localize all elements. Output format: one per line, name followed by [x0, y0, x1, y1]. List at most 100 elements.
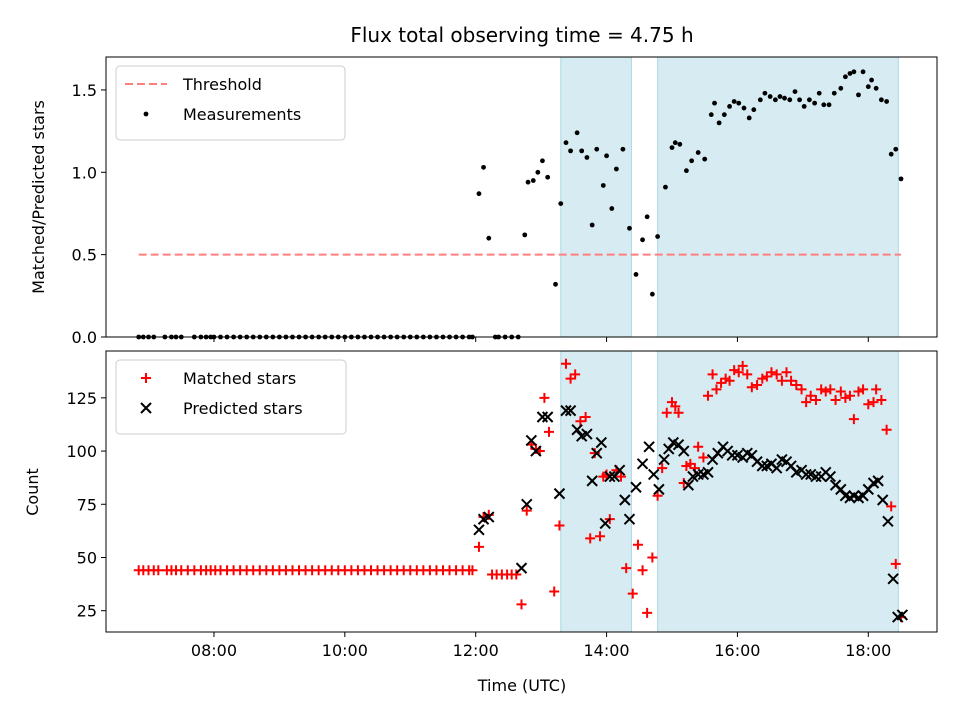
measurement-point: [663, 184, 668, 190]
matched-star-point: [737, 360, 748, 371]
predicted-star-point: [726, 449, 738, 462]
measurement-point: [727, 104, 732, 109]
legend-label: Threshold: [182, 75, 262, 94]
top-y-tick-label: 0.0: [72, 328, 97, 347]
predicted-star-point: [515, 562, 528, 574]
predicted-star-point: [800, 468, 812, 481]
measurement-point: [812, 100, 818, 106]
measurement-point: [558, 201, 564, 206]
predicted-star-point: [623, 513, 636, 525]
measurement-point: [746, 115, 752, 121]
matched-star-point: [595, 531, 606, 542]
predicted-star-point: [604, 470, 616, 483]
measurement-point: [873, 85, 879, 91]
predicted-star-point: [586, 475, 598, 487]
matched-star-point: [467, 565, 478, 576]
measurement-point: [801, 104, 807, 109]
legend-predicted-swatch: [140, 402, 152, 414]
matched-star-point: [853, 386, 864, 397]
matched-star-point: [863, 399, 874, 410]
matched-star-point: [886, 501, 897, 512]
matched-star-point: [661, 407, 672, 418]
predicted-star-point: [653, 483, 665, 496]
predicted-star-point: [770, 462, 783, 474]
matched-star-point: [871, 384, 882, 395]
measurement-point: [545, 174, 551, 180]
matched-star-point: [752, 380, 763, 391]
x-axis-label: Time (UTC): [477, 676, 566, 695]
top-shaded-interval: [560, 56, 632, 338]
measurement-point: [893, 146, 899, 152]
predicted-star-point: [553, 487, 566, 500]
matched-star-point: [830, 394, 841, 405]
measurement-point: [777, 94, 783, 99]
x-tick-label: 16:00: [714, 641, 760, 660]
measurement-point: [816, 90, 822, 96]
measurement-point: [702, 156, 708, 162]
measurement-point: [669, 145, 675, 150]
matched-star-point: [776, 375, 787, 386]
predicted-star-point: [887, 573, 899, 585]
measurement-point: [627, 225, 632, 231]
bottom-y-tick-label: 125: [66, 389, 97, 408]
measurement-point: [649, 291, 655, 297]
predicted-star-point: [663, 443, 675, 455]
matched-star-point: [876, 394, 887, 405]
measurement-point: [767, 94, 773, 99]
matched-star-point: [153, 565, 164, 576]
measurement-point: [689, 158, 695, 164]
measurement-point: [708, 112, 714, 118]
matched-star-point: [539, 392, 550, 403]
matched-star-point: [786, 375, 797, 386]
matched-star-point: [632, 539, 643, 550]
matched-star-point: [642, 607, 653, 618]
predicted-star-point: [536, 411, 549, 423]
matched-star-point: [516, 599, 527, 610]
matched-star-point: [693, 441, 704, 452]
bottom-y-tick-label: 50: [77, 548, 97, 567]
measurement-point: [568, 148, 573, 154]
measurement-point: [584, 155, 590, 160]
measurement-point: [782, 95, 787, 101]
predicted-star-point: [564, 404, 577, 417]
measurement-point: [476, 191, 482, 197]
x-tick-label: 12:00: [453, 641, 499, 660]
measurement-point: [486, 235, 492, 241]
predicted-star-point: [541, 411, 554, 423]
predicted-star-point: [636, 458, 649, 470]
x-tick-label: 14:00: [584, 641, 630, 660]
matched-star-point: [615, 471, 626, 482]
bottom-legend-box: [115, 359, 347, 435]
predicted-star-point: [756, 460, 769, 472]
matched-star-point: [757, 373, 768, 384]
top-plot-frame: [105, 56, 938, 338]
measurement-point: [579, 148, 585, 154]
measurement-point: [535, 169, 541, 175]
predicted-star-point: [630, 481, 642, 493]
measurement-point: [888, 151, 894, 157]
measurement-point: [851, 69, 857, 75]
predicted-star-point: [702, 466, 714, 479]
matched-star-point: [570, 369, 581, 380]
bottom-y-tick-label: 25: [77, 602, 97, 621]
predicted-star-point: [595, 436, 608, 449]
measurement-point: [677, 141, 683, 147]
bottom-y-axis-label: Count: [23, 468, 42, 516]
measurement-point: [856, 92, 861, 98]
matched-star-point: [825, 384, 836, 395]
matched-star-point: [805, 390, 816, 401]
measurement-point: [807, 97, 812, 103]
measurement-point: [589, 222, 595, 228]
bottom-plot-frame: [105, 350, 938, 633]
matched-star-point: [766, 367, 777, 378]
predicted-star-point: [810, 470, 822, 483]
matched-star-point: [868, 397, 879, 408]
matched-star-point: [746, 382, 757, 393]
matched-star-point: [560, 358, 571, 369]
predicted-star-point: [591, 447, 603, 459]
measurement-point: [821, 102, 827, 108]
top-y-tick-label: 1.5: [72, 81, 97, 100]
top-panel: 0.0 0.5 1.0 1.5 Threshold Measurements: [72, 56, 938, 347]
measurement-point: [860, 69, 866, 75]
